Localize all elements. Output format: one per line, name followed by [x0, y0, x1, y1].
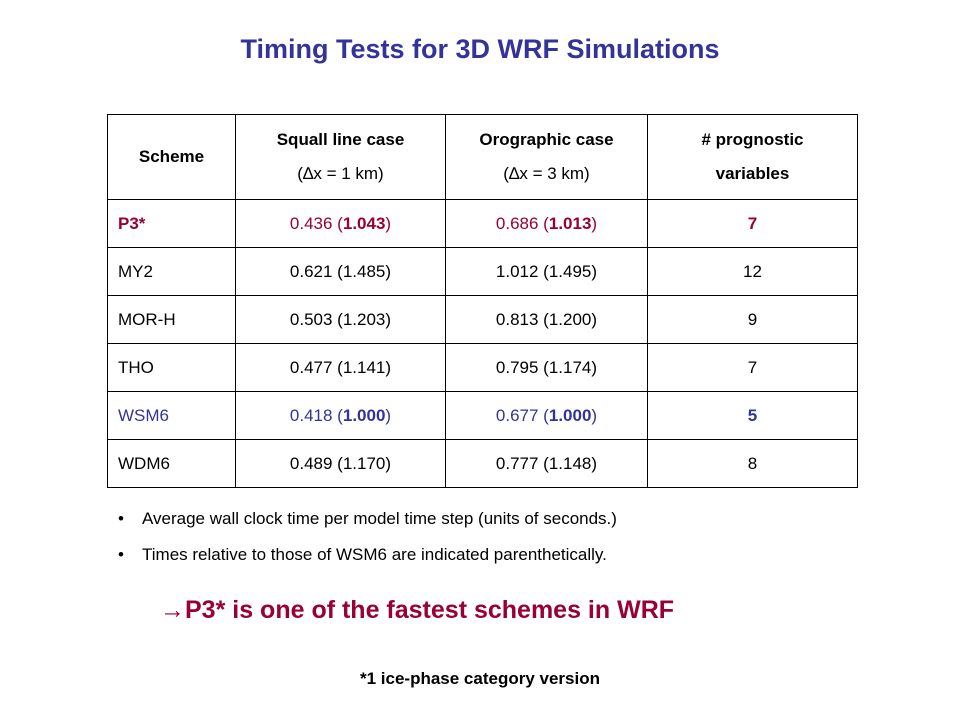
cell-scheme: MY2	[107, 247, 236, 296]
bullet-dot: •	[118, 545, 124, 564]
cell-nvars: 7	[647, 343, 858, 392]
table-row: WDM6 0.489 (1.170) 0.777 (1.148) 8	[107, 439, 858, 488]
table-row: MY2 0.621 (1.485) 1.012 (1.495) 12	[107, 247, 858, 296]
cell-squall: 0.503 (1.203)	[235, 295, 446, 344]
timing-table: Scheme Squall line case (∆x = 1 km) Orog…	[107, 114, 858, 488]
cell-scheme: WSM6	[107, 391, 236, 440]
table-row: THO 0.477 (1.141) 0.795 (1.174) 7	[107, 343, 858, 392]
nvars-value: 7	[747, 213, 758, 233]
oro-rel: 1.000	[548, 405, 592, 425]
oro-abs: 0.686 (	[495, 213, 549, 233]
bullet-text: Times relative to those of WSM6 are indi…	[142, 545, 607, 564]
cell-squall: 0.477 (1.141)	[235, 343, 446, 392]
cell-orographic: 0.677 (1.000)	[445, 391, 648, 440]
cell-orographic: 0.795 (1.174)	[445, 343, 648, 392]
cell-orographic: 0.777 (1.148)	[445, 439, 648, 488]
nvars-value: 5	[747, 405, 758, 425]
footnote: *1 ice-phase category version	[359, 669, 600, 688]
squall-rel: 1.000	[342, 405, 386, 425]
bullet-text: Average wall clock time per model time s…	[142, 509, 617, 528]
cell-squall: 0.489 (1.170)	[235, 439, 446, 488]
header-prognostic: # prognostic variables	[647, 114, 858, 200]
cell-scheme: THO	[107, 343, 236, 392]
cell-squall: 0.621 (1.485)	[235, 247, 446, 296]
oro-abs: 0.677 (	[495, 405, 549, 425]
cell-nvars: 8	[647, 439, 858, 488]
conclusion-text: P3* is one of the fastest schemes in WRF	[185, 596, 675, 624]
slide-title: Timing Tests for 3D WRF Simulations	[240, 34, 720, 64]
bullet-list: • Average wall clock time per model time …	[118, 506, 617, 578]
header-squall-line-res: (∆x = 1 km)	[297, 164, 384, 183]
cell-scheme: P3*	[107, 199, 236, 248]
table-row: MOR-H 0.503 (1.203) 0.813 (1.200) 9	[107, 295, 858, 344]
squall-abs: 0.418 (	[289, 405, 343, 425]
header-scheme: Scheme	[107, 114, 236, 200]
header-prognostic-l1: # prognostic	[701, 130, 804, 149]
conclusion: →P3* is one of the fastest schemes in WR…	[160, 596, 674, 625]
close-paren: )	[591, 405, 598, 425]
cell-nvars: 7	[647, 199, 858, 248]
cell-orographic: 1.012 (1.495)	[445, 247, 648, 296]
right-arrow-icon: →	[160, 596, 185, 624]
header-prognostic-l2: variables	[715, 164, 790, 183]
cell-squall: 0.418 (1.000)	[235, 391, 446, 440]
cell-scheme: WDM6	[107, 439, 236, 488]
close-paren: )	[385, 405, 392, 425]
header-orographic: Orographic case (∆x = 3 km)	[445, 114, 648, 200]
cell-nvars: 12	[647, 247, 858, 296]
bullet-item: • Average wall clock time per model time …	[118, 506, 617, 542]
header-orographic-title: Orographic case	[479, 130, 614, 149]
oro-rel: 1.013	[548, 213, 592, 233]
bullet-item: • Times relative to those of WSM6 are ind…	[118, 542, 617, 578]
header-squall-line-title: Squall line case	[276, 130, 405, 149]
cell-nvars: 9	[647, 295, 858, 344]
header-orographic-res: (∆x = 3 km)	[503, 164, 590, 183]
cell-squall: 0.436 (1.043)	[235, 199, 446, 248]
cell-orographic: 0.813 (1.200)	[445, 295, 648, 344]
bullet-dot: •	[118, 509, 124, 528]
table-header-row: Scheme Squall line case (∆x = 1 km) Orog…	[107, 114, 858, 200]
table-row: P3* 0.436 (1.043) 0.686 (1.013) 7	[107, 199, 858, 248]
squall-rel: 1.043	[342, 213, 386, 233]
header-squall-line: Squall line case (∆x = 1 km)	[235, 114, 446, 200]
cell-scheme: MOR-H	[107, 295, 236, 344]
squall-abs: 0.436 (	[289, 213, 343, 233]
scheme-name: P3*	[118, 213, 146, 233]
close-paren: )	[385, 213, 392, 233]
close-paren: )	[591, 213, 598, 233]
cell-nvars: 5	[647, 391, 858, 440]
cell-orographic: 0.686 (1.013)	[445, 199, 648, 248]
table-row: WSM6 0.418 (1.000) 0.677 (1.000) 5	[107, 391, 858, 440]
